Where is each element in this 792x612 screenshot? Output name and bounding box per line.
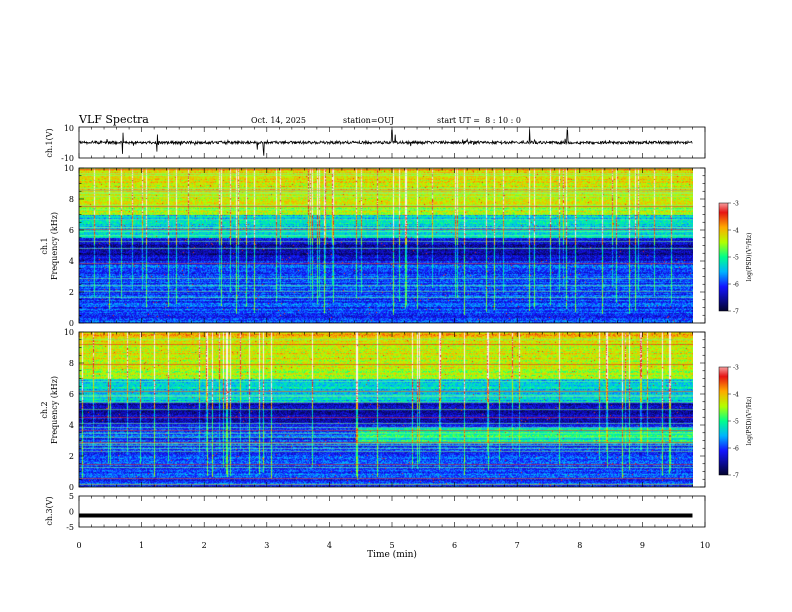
time-tick-label: 2 xyxy=(202,541,207,550)
colorbar-tick-label: -6 xyxy=(733,282,739,289)
ch3-ytick-labels: 5 0 -5 xyxy=(66,492,74,532)
ch2-spectrogram-ylabel: Frequency (kHz) xyxy=(50,376,59,444)
ch2-spectrogram-ytick-labels: 0 2 4 6 8 10 xyxy=(64,328,74,492)
time-tick-label: 3 xyxy=(264,541,269,550)
frequency-tick-label: 6 xyxy=(69,390,74,399)
ch2-colorbar-tick-labels: -3 -4 -5 -6 -7 xyxy=(728,365,739,480)
colorbar-tick-label: -7 xyxy=(733,473,739,480)
ch1-colorbar-image xyxy=(719,203,728,311)
ch1-spectrogram-image xyxy=(79,168,693,323)
ch1-spectrogram-ytick-labels: 0 2 4 6 8 10 xyxy=(64,164,74,328)
ch3-waveform-frame xyxy=(78,495,706,528)
colorbar-tick-label: -4 xyxy=(733,228,739,235)
colorbar-tick-label: -4 xyxy=(733,392,739,399)
date-label: Oct. 14, 2025 xyxy=(251,116,306,125)
ch1-colorbar-tick-labels: -3 -4 -5 -6 -7 xyxy=(728,201,739,316)
frequency-tick-label: 8 xyxy=(69,195,74,204)
colorbar-tick-label: -5 xyxy=(733,255,739,262)
frequency-tick-label: 0 xyxy=(69,483,74,492)
ch2-spectrogram-channel-label: ch.2 xyxy=(40,401,49,418)
ch2-colorbar-image xyxy=(719,367,728,475)
ch2-colorbar: -3 -4 -5 -6 -7 log(PSD)(V²/Hz) xyxy=(718,365,753,480)
ch3-ylabel: ch.3(V) xyxy=(45,496,54,525)
ch2-spectrogram-panel: 0 2 4 6 8 10 ch.2 Frequency (kHz) xyxy=(40,328,706,492)
time-axis-tick-labels: 0 1 2 3 4 5 6 7 8 9 10 xyxy=(76,541,710,550)
ch1-ytick-top: 10 xyxy=(64,124,74,133)
ch1-colorbar: -3 -4 -5 -6 -7 log(PSD)(V²/Hz) xyxy=(718,201,753,316)
frequency-tick-label: 0 xyxy=(69,319,74,328)
time-tick-label: 6 xyxy=(452,541,457,550)
ch3-waveform-ticks xyxy=(78,496,706,527)
frequency-tick-label: 6 xyxy=(69,226,74,235)
ch2-spectrogram-image xyxy=(79,332,693,487)
time-tick-label: 1 xyxy=(139,541,144,550)
start-time-label: start UT = 8 : 10 : 0 xyxy=(437,116,521,125)
figure-title: VLF Spectra xyxy=(78,113,149,126)
ch1-colorbar-label: log(PSD)(V²/Hz) xyxy=(746,233,753,282)
ch2-colorbar-label: log(PSD)(V²/Hz) xyxy=(746,397,753,446)
ch3-ytick-label: 5 xyxy=(69,492,74,501)
time-tick-label: 0 xyxy=(76,541,81,550)
ch1-spectrogram-panel: 0 2 4 6 8 10 ch.1 Frequency (kHz) xyxy=(40,164,706,328)
ch1-waveform-trace xyxy=(78,129,693,156)
ch1-waveform-ticks xyxy=(78,127,706,158)
colorbar-tick-label: -3 xyxy=(733,365,739,372)
time-tick-label: 5 xyxy=(389,541,394,550)
ch1-spectrogram-ticks xyxy=(78,167,706,324)
ch1-ylabel: ch.1(V) xyxy=(45,128,54,157)
ch1-spectrogram-ylabel: Frequency (kHz) xyxy=(50,212,59,280)
frequency-tick-label: 8 xyxy=(69,359,74,368)
colorbar-tick-label: -6 xyxy=(733,446,739,453)
frequency-tick-label: 2 xyxy=(69,452,74,461)
time-axis-label: Time (min) xyxy=(367,549,417,560)
frequency-tick-label: 10 xyxy=(64,328,74,337)
ch2-spectrogram-ticks xyxy=(78,331,706,488)
station-label: station=OUJ xyxy=(343,116,394,125)
ch1-spectrogram-channel-label: ch.1 xyxy=(40,237,49,254)
time-tick-label: 7 xyxy=(515,541,520,550)
ch3-ytick-label: -5 xyxy=(66,523,74,532)
ch1-waveform-panel: 10 -10 ch.1(V) xyxy=(45,124,706,163)
ch1-ytick-bottom: -10 xyxy=(61,154,74,163)
time-tick-label: 9 xyxy=(640,541,645,550)
time-tick-label: 10 xyxy=(700,541,710,550)
colorbar-tick-label: -7 xyxy=(733,309,739,316)
frequency-tick-label: 10 xyxy=(64,164,74,173)
ch3-waveform-panel: 50-5 ch.3(V) 0 1 2 3 4 5 6 7 8 9 10 Time (min) xyxy=(45,492,710,560)
frequency-tick-label: 4 xyxy=(69,421,74,430)
time-tick-label: 8 xyxy=(577,541,582,550)
frequency-tick-label: 2 xyxy=(69,288,74,297)
ch3-ytick-label: 0 xyxy=(69,508,74,517)
colorbar-tick-label: -5 xyxy=(733,419,739,426)
time-tick-label: 4 xyxy=(327,541,332,550)
colorbar-tick-label: -3 xyxy=(733,201,739,208)
frequency-tick-label: 4 xyxy=(69,257,74,266)
